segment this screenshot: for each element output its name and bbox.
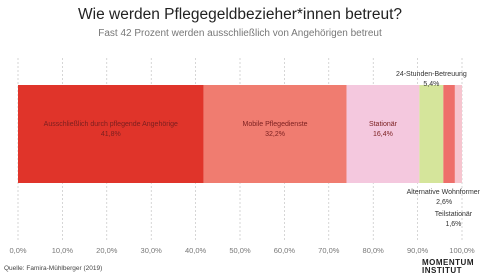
x-tick-label: 20,0% xyxy=(96,246,118,255)
bar-segment xyxy=(419,85,444,183)
bar-segment xyxy=(346,85,420,183)
value-label: 41,8% xyxy=(100,131,121,138)
data-label: Stationär 16,4% xyxy=(353,120,414,139)
chart-title: Wie werden Pflegegeldbezieher*innen betr… xyxy=(78,6,402,23)
x-tick-label: 70,0% xyxy=(318,246,340,255)
x-tick-label: 90,0% xyxy=(406,246,429,255)
bar-segment xyxy=(18,85,204,183)
value-label: 5,4% xyxy=(423,81,440,88)
value-label: 16,4% xyxy=(373,131,393,138)
x-tick-label: 30,0% xyxy=(140,246,162,255)
x-tick-label: 80,0% xyxy=(362,246,384,255)
series-name: Alternative Wohnformen xyxy=(406,189,480,196)
data-label: Mobile Pflegedienste 32,2% xyxy=(210,120,341,139)
data-label: Alternative Wohnformen 2,6% xyxy=(394,188,480,207)
logo-line: INSTITUT xyxy=(422,266,462,275)
value-label: 32,2% xyxy=(265,131,285,138)
value-label: 1,6% xyxy=(445,221,462,228)
chart-subtitle: Fast 42 Prozent werden ausschließlich vo… xyxy=(98,28,382,39)
logo: MOMENTUM INSTITUT xyxy=(422,259,474,275)
bar-segment xyxy=(443,85,455,183)
x-tick-label: 40,0% xyxy=(184,246,207,255)
x-tick-label: 100,0% xyxy=(449,246,475,255)
source: Quelle: Famira-Mühlberger (2019) xyxy=(4,265,103,272)
value-label: 2,6% xyxy=(436,199,453,206)
series-name: Stationär xyxy=(368,121,397,128)
series-name: 24-Stunden-Betreuung xyxy=(395,71,467,78)
series-name: Teilstationär xyxy=(434,211,473,218)
data-label: Ausschließlich durch pflegende Angehörig… xyxy=(24,120,198,139)
bar-segment xyxy=(454,85,462,183)
data-label: 24-Stunden-Betreuung 5,4% xyxy=(381,70,480,89)
bar-segment xyxy=(203,85,347,183)
x-tick-label: 60,0% xyxy=(273,246,296,255)
x-tick-label: 0,0% xyxy=(9,246,27,255)
x-tick-label: 50,0% xyxy=(229,246,251,255)
x-tick-label: 10,0% xyxy=(51,246,74,255)
series-name: Ausschließlich durch pflegende Angehörig… xyxy=(43,121,178,128)
logo-line: MOMENTUM xyxy=(422,258,474,267)
series-name: Mobile Pflegedienste xyxy=(242,121,308,128)
data-label: Teilstationär 1,6% xyxy=(413,210,480,229)
